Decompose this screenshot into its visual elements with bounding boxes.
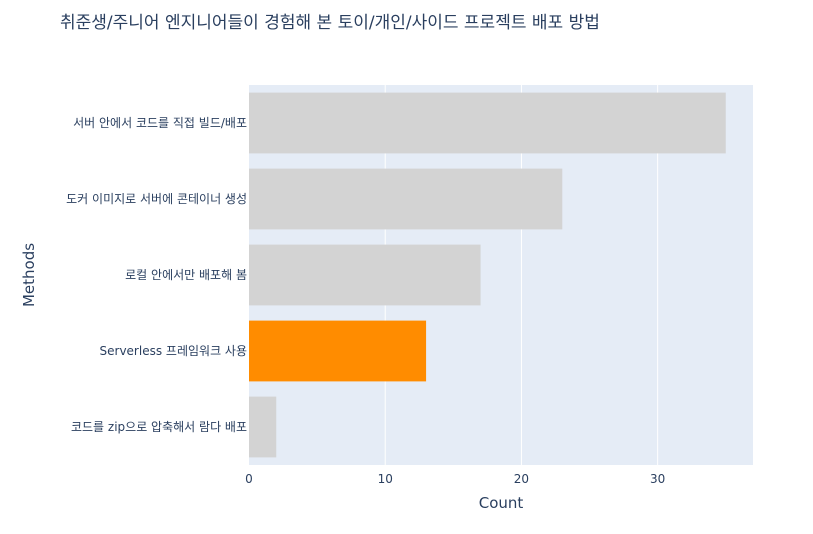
x-tick-label: 30 [650,472,665,486]
x-tick-label: 20 [514,472,529,486]
y-tick-label: 코드를 zip으로 압축해서 람다 배포 [71,420,247,434]
bar [249,244,481,306]
x-tick-label: 0 [245,472,253,486]
x-tick-labels: 0 10 20 30 [245,472,665,486]
x-axis-label: Count [479,494,524,512]
bar [249,320,427,382]
y-tick-label: 서버 안에서 코드를 직접 빌드/배포 [73,116,247,130]
y-tick-label: 도커 이미지로 서버에 콘테이너 생성 [66,192,247,206]
y-axis-label: Methods [20,243,38,307]
bar [249,168,563,230]
x-tick-label: 10 [378,472,393,486]
chart-title: 취준생/주니어 엔지니어들이 경험해 본 토이/개인/사이드 프로젝트 배포 방… [60,13,600,33]
y-tick-label: 로컬 안에서만 배포해 봄 [125,268,247,282]
bars [249,92,726,458]
bar [249,92,726,154]
y-tick-label: Serverless 프레임워크 사용 [100,344,247,358]
bar [249,396,277,458]
